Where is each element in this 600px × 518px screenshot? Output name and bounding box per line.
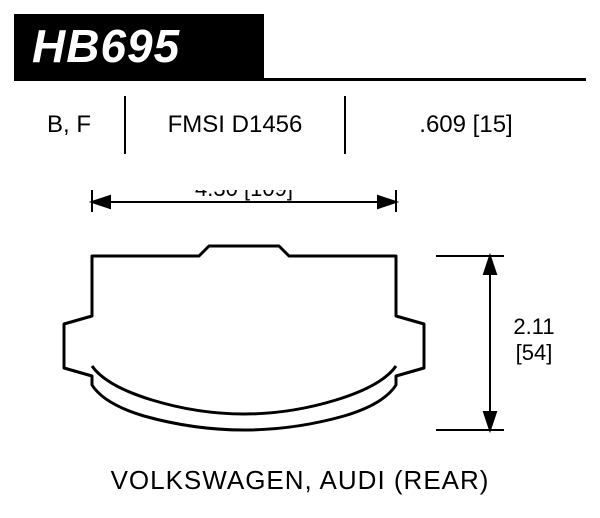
svg-text:4.30 [109]: 4.30 [109] — [195, 190, 293, 201]
spec-fmsi: FMSI D1456 — [126, 96, 346, 154]
spec-compounds: B, F — [14, 96, 126, 154]
part-number: HB695 — [32, 20, 180, 72]
brake-pad-diagram: 4.30 [109] 2.11 [54] — [34, 190, 564, 450]
width-inches: 4.30 — [195, 190, 238, 201]
spec-thickness: .609 [15] — [346, 96, 586, 154]
application-label: VOLKSWAGEN, AUDI (REAR) — [0, 465, 600, 496]
spec-row: B, F FMSI D1456 .609 [15] — [14, 96, 586, 154]
header-rule — [14, 78, 586, 81]
height-inches: 2.11 — [513, 314, 554, 339]
part-number-badge: HB695 — [14, 14, 264, 78]
height-mm: [54] — [516, 340, 553, 365]
width-mm: [109] — [244, 190, 293, 201]
thickness-mm: [15] — [473, 111, 513, 139]
thickness-inches: .609 — [419, 111, 466, 139]
